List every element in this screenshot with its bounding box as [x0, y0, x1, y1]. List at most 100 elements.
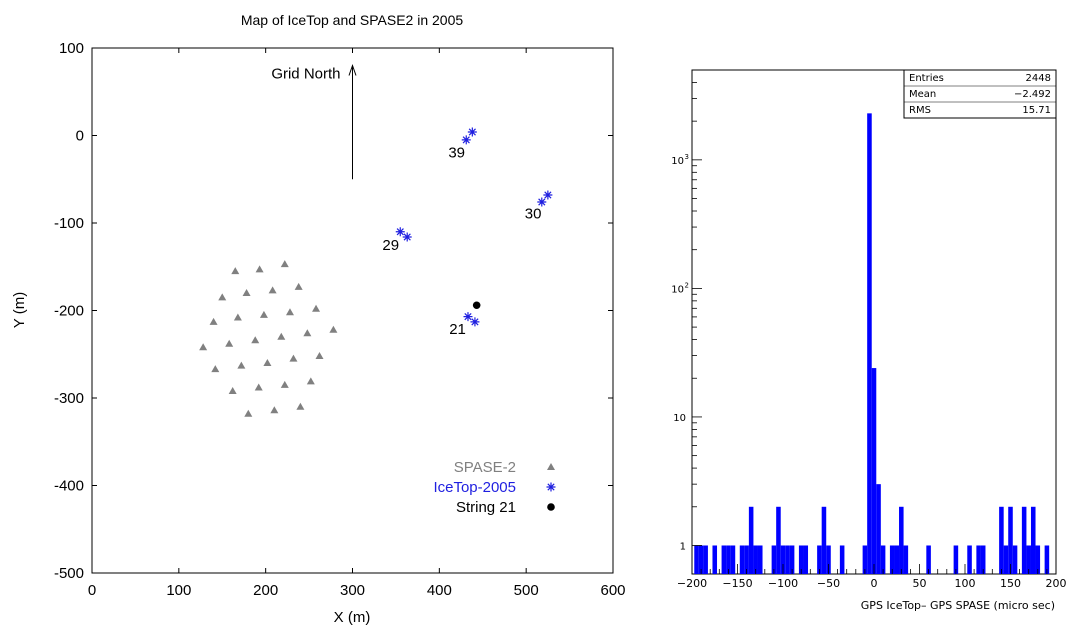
y-tick-label: 10 [673, 413, 686, 424]
histogram-bar [757, 545, 763, 574]
spase-2-point [228, 387, 237, 394]
x-tick-label: 50 [913, 577, 927, 590]
spase-2-point [280, 260, 289, 268]
spase-2-point [211, 365, 220, 373]
legend-label-icetop: IceTop-2005 [433, 479, 516, 496]
legend-marker-dot [547, 503, 555, 511]
x-tick-label: −200 [677, 577, 707, 590]
icetop-2005-point [543, 190, 553, 200]
histogram-bar [953, 545, 959, 574]
x-tick-label: 400 [427, 582, 452, 599]
map-x-axis: 0 100 200 300 400 500 600 [88, 48, 626, 599]
icetop-2005-point [461, 135, 471, 145]
spase-2-point [312, 304, 321, 312]
stats-box-frame [903, 69, 1057, 119]
y-tick-label: -200 [54, 303, 84, 320]
map-x-axis-label: X (m) [334, 609, 371, 626]
spase-2-point [306, 377, 315, 385]
histogram-bar [889, 545, 895, 574]
spase-2-point [289, 354, 298, 362]
stats-entries-value: 2448 [1026, 73, 1051, 84]
map-points [199, 127, 553, 417]
spase-2-point [233, 313, 242, 321]
station-labels: 39 30 29 21 [382, 144, 541, 338]
x-tick-label: 0 [88, 582, 96, 599]
histogram-bar [726, 545, 731, 574]
legend-marker-triangle [547, 463, 555, 470]
histogram-bar [817, 545, 822, 574]
stats-mean-label: Mean [909, 89, 936, 100]
x-tick-label: 100 [166, 582, 191, 599]
north-arrow-head [348, 63, 357, 76]
icetop-2005-point [470, 317, 480, 327]
spase-2-point [237, 361, 246, 369]
y-tick-label: -100 [54, 215, 84, 232]
histogram-bars [694, 113, 1050, 575]
spase-2-point [268, 286, 277, 294]
stats-box: Entries 2448 Mean −2.492 RMS 15.71 [903, 69, 1057, 119]
histogram-bar [776, 506, 781, 574]
spase-2-point [280, 380, 289, 388]
y-tick-label: -300 [54, 390, 84, 407]
histogram-bar [789, 545, 795, 574]
legend-label-string21: String 21 [456, 499, 516, 516]
stats-mean-value: −2.492 [1014, 89, 1051, 100]
y-tick-label: 0 [76, 128, 84, 145]
histogram-bar [698, 545, 704, 574]
stats-rms-label: RMS [909, 105, 931, 116]
histogram-bar [1030, 506, 1036, 574]
spase-2-point [218, 293, 227, 301]
y-tick-exponent: 2 [685, 281, 689, 289]
histogram-bar [753, 545, 758, 574]
histogram-bar [1003, 545, 1009, 574]
station-label: 29 [382, 237, 399, 254]
string-21-point [472, 301, 481, 310]
y-tick-label: -400 [54, 478, 84, 495]
spase-2-point [263, 359, 272, 366]
spase-2-point [209, 317, 218, 325]
x-tick-label: 600 [600, 582, 625, 599]
station-label: 39 [448, 144, 465, 161]
y-tick-label: 1 [680, 541, 686, 552]
spase-2-point [244, 409, 253, 417]
spase-2-point [296, 402, 305, 410]
stats-rms-value: 15.71 [1022, 105, 1051, 116]
spase-2-point [315, 352, 324, 359]
y-tick-label: -500 [54, 565, 84, 582]
histogram-bar [780, 545, 786, 574]
spase-2-point [294, 282, 303, 290]
legend-marker-asterisk [546, 482, 556, 492]
histogram-x-axis: −200 −150 −100 −50 0 50 100 150 200 [677, 564, 1067, 590]
y-tick-label: 100 [59, 40, 84, 57]
station-label: 30 [525, 206, 542, 223]
histogram-bar [980, 545, 986, 574]
histogram-bar [703, 545, 708, 574]
histogram-bar [826, 545, 831, 574]
histogram-bar [694, 545, 699, 574]
histogram-bar [967, 545, 972, 574]
y-tick-label: 10 [671, 284, 684, 295]
histogram-bar [871, 368, 877, 574]
x-tick-label: 0 [871, 577, 878, 590]
spase-2-point [242, 289, 251, 296]
spase-2-point [277, 332, 286, 340]
histogram-bar [721, 545, 727, 574]
spase-2-point [255, 265, 264, 273]
histogram-bar [926, 545, 931, 574]
spase-2-point [254, 383, 263, 391]
icetop-2005-point [463, 312, 473, 322]
spase-2-point [259, 310, 268, 318]
histogram-bar [903, 545, 909, 574]
x-tick-label: −50 [817, 577, 840, 590]
icetop-2005-point [402, 232, 412, 242]
legend-markers [546, 463, 556, 511]
x-tick-label: −150 [722, 577, 752, 590]
histogram-bar [785, 545, 790, 574]
histogram-bar [1021, 506, 1027, 574]
histogram-bar [839, 545, 845, 574]
grid-north-arrow: Grid North [271, 63, 357, 180]
histogram-bar [739, 545, 745, 574]
histogram-bar [1026, 545, 1031, 574]
